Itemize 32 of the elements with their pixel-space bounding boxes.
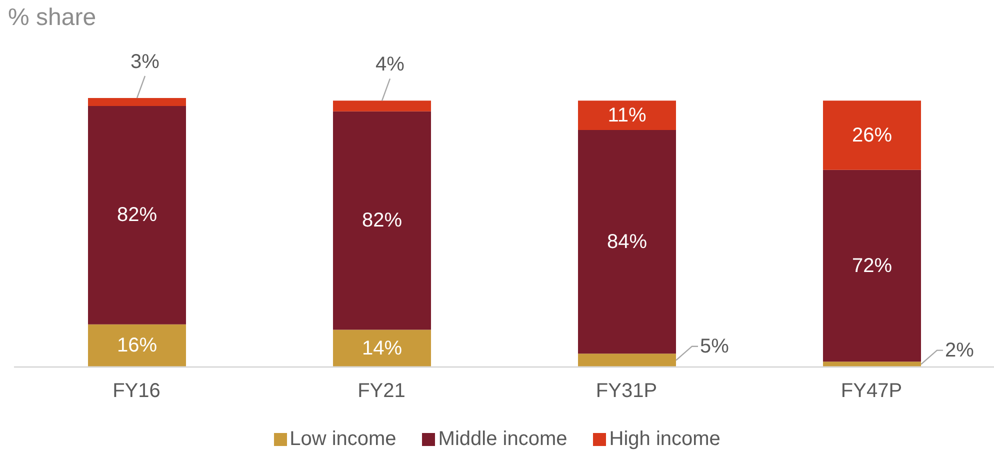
data-label: 14%	[362, 337, 402, 360]
data-label: 82%	[362, 210, 402, 232]
bar	[578, 130, 676, 354]
bar	[333, 330, 431, 367]
bar	[578, 354, 676, 367]
data-label: 16%	[116, 334, 158, 357]
bar	[88, 324, 186, 367]
data-label: 72%	[852, 254, 892, 277]
bar	[88, 106, 186, 324]
bar	[333, 111, 431, 330]
data-label: 11%	[608, 104, 646, 126]
legend-label: High income	[609, 428, 720, 451]
data-label: 84%	[606, 230, 648, 253]
data-label: 3%	[130, 51, 160, 73]
x-tick-label: FY16	[112, 380, 160, 402]
bar	[88, 98, 186, 106]
legend-label: Middle income	[438, 428, 568, 451]
data-label: 82%	[116, 204, 158, 226]
chart-title: % share	[8, 4, 96, 32]
bar	[823, 100, 921, 170]
x-tick-label: FY47P	[840, 380, 902, 402]
bar	[578, 100, 676, 130]
legend-label: Low income	[290, 428, 396, 451]
bar	[823, 362, 921, 367]
bar	[333, 100, 431, 112]
data-label: 26%	[852, 124, 892, 146]
x-tick-label: FY21	[358, 380, 406, 402]
bar	[823, 170, 921, 362]
data-label: 4%	[376, 54, 405, 76]
data-label: 5%	[700, 335, 730, 358]
x-tick-label: FY31P	[596, 380, 658, 402]
data-label: 2%	[945, 339, 974, 362]
